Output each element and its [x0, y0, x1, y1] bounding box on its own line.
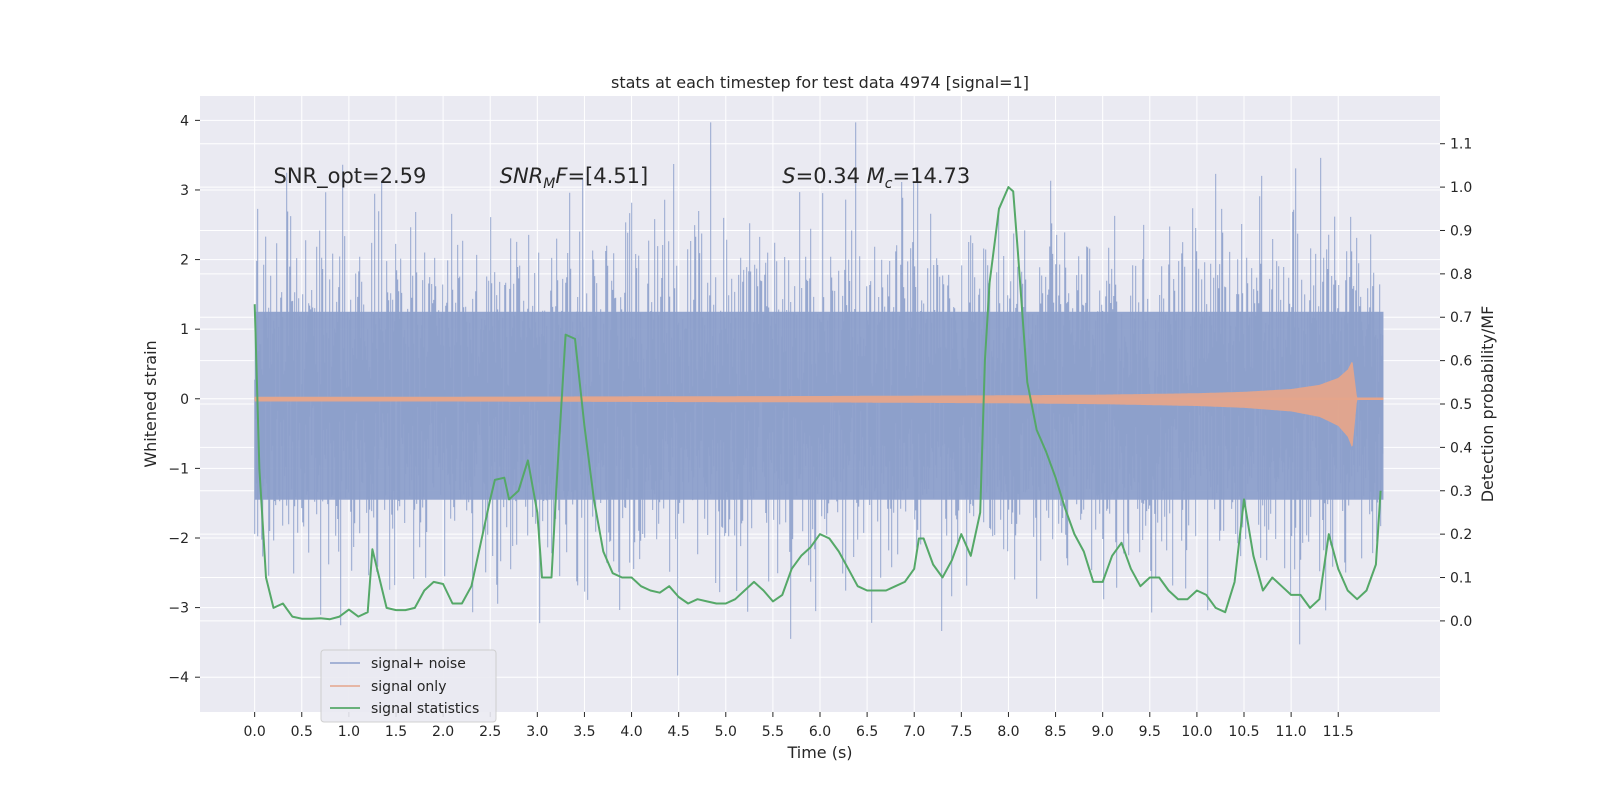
legend-label-signal-statistics: signal statistics	[371, 701, 479, 717]
y-right-tick-label: 0.2	[1450, 527, 1472, 543]
legend: signal+ noise signal only signal statist…	[320, 649, 497, 723]
x-tick-label: 9.0	[1092, 724, 1114, 740]
statistics-line	[253, 186, 1382, 621]
x-tick-label: 8.0	[997, 724, 1019, 740]
legend-box	[320, 649, 497, 723]
annotation-1: SNR_opt=2.59	[273, 164, 426, 189]
series-signal-statistics	[253, 186, 1382, 621]
x-tick-label: 9.5	[1139, 724, 1161, 740]
x-tick-label: 1.5	[385, 724, 407, 740]
y-right-tick-label: 0.3	[1450, 484, 1472, 500]
x-tick-label: 2.0	[432, 724, 454, 740]
y-right-tick-label: 0.7	[1450, 310, 1472, 326]
chart-title: stats at each timestep for test data 497…	[611, 73, 1029, 92]
x-tick-label: 2.5	[479, 724, 501, 740]
annotation-3: S=0.34 Mc=14.73	[782, 164, 970, 192]
x-tick-label: 3.5	[573, 724, 595, 740]
y-left-axis-ticks: −4 −3 −2 −1 0 1 2 3 4	[168, 113, 200, 686]
x-tick-label: 7.5	[950, 724, 972, 740]
legend-label-signal-plus-noise: signal+ noise	[371, 656, 466, 672]
y-left-tick-label: 1	[180, 322, 189, 338]
x-tick-label: 10.0	[1181, 724, 1212, 740]
x-tick-label: 4.0	[620, 724, 642, 740]
x-tick-label: 11.5	[1323, 724, 1354, 740]
y-right-tick-label: 0.4	[1450, 440, 1472, 456]
series-signal-only	[254, 361, 1384, 447]
y-left-tick-label: −2	[168, 531, 189, 547]
y-right-axis-label: Detection probability/MF	[1478, 306, 1497, 503]
chirp-envelope	[254, 361, 1383, 447]
x-tick-label: 0.0	[244, 724, 266, 740]
y-right-tick-label: 1.0	[1450, 180, 1472, 196]
x-tick-label: 7.0	[903, 724, 925, 740]
y-right-axis-ticks: 0.0 0.1 0.2 0.3 0.4 0.5 0.6 0.7 0.8 0.9 1.0 1.1	[1440, 137, 1472, 630]
y-right-tick-label: 0.8	[1450, 267, 1472, 283]
x-tick-label: 8.5	[1044, 724, 1066, 740]
y-right-tick-label: 0.9	[1450, 223, 1472, 239]
x-tick-label: 10.5	[1228, 724, 1259, 740]
x-tick-label: 5.5	[762, 724, 784, 740]
y-left-tick-label: 4	[180, 113, 189, 129]
legend-label-signal-only: signal only	[371, 679, 446, 695]
annotation-2: SNRMF=[4.51]	[500, 164, 649, 192]
x-tick-label: 0.5	[291, 724, 313, 740]
x-axis-label: Time (s)	[786, 743, 852, 762]
y-right-tick-label: 0.0	[1450, 614, 1472, 630]
y-left-tick-label: 3	[180, 183, 189, 199]
y-left-tick-label: −3	[168, 601, 189, 617]
y-right-tick-label: 1.1	[1450, 137, 1472, 153]
x-tick-label: 5.0	[715, 724, 737, 740]
annotations: SNR_opt=2.59 SNRMF=[4.51] S=0.34 Mc=14.73	[273, 164, 970, 192]
y-left-tick-label: 0	[180, 392, 189, 408]
x-tick-label: 6.5	[856, 724, 878, 740]
y-left-tick-label: −1	[168, 461, 189, 477]
x-tick-label: 6.0	[809, 724, 831, 740]
y-left-tick-label: −4	[168, 670, 189, 686]
y-right-tick-label: 0.1	[1450, 571, 1472, 587]
x-tick-label: 1.0	[338, 724, 360, 740]
y-right-tick-label: 0.6	[1450, 354, 1472, 370]
y-left-tick-label: 2	[180, 253, 189, 269]
x-axis-ticks: 0.0 0.5 1.0 1.5 2.0 2.5 3.0 3.5 4.0 4.5 5.0 5.5 6.0 6…	[244, 712, 1354, 740]
x-tick-label: 3.0	[526, 724, 548, 740]
y-left-axis-label: Whitened strain	[141, 340, 160, 467]
x-tick-label: 11.0	[1276, 724, 1307, 740]
x-tick-label: 4.5	[668, 724, 690, 740]
y-right-tick-label: 0.5	[1450, 397, 1472, 413]
